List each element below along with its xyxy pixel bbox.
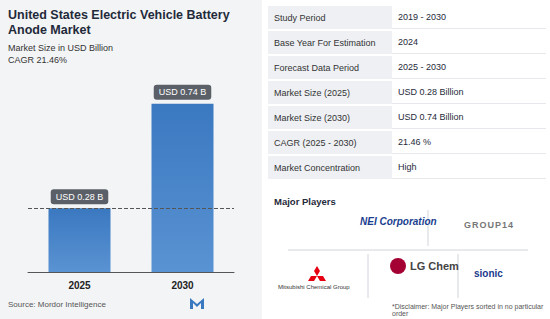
- html-text:Mitsubishi Chemical Group: Mitsubishi Chemical Group: [278, 284, 350, 290]
- html-text:Market Concentration: Market Concentration: [274, 162, 360, 173]
- html-text:Study Period: Study Period: [274, 12, 326, 23]
- svg-text:2030: 2030: [171, 280, 194, 291]
- html-text:*Disclaimer: Major Players sor: *Disclaimer: Major Players sorted in no …: [392, 303, 544, 317]
- html-text:GROUP14: GROUP14: [464, 220, 514, 230]
- html-text:Source: Mordor Intelligence: Source: Mordor Intelligence: [8, 300, 106, 309]
- html-text:2024: 2024: [398, 37, 418, 47]
- svg-text:USD 0.74 B: USD 0.74 B: [159, 87, 207, 97]
- html-text:Forecast Data Period: Forecast Data Period: [274, 62, 359, 73]
- html-text:High: High: [398, 162, 417, 172]
- html-text:USD 0.74 Billion: USD 0.74 Billion: [398, 112, 464, 122]
- html-text:2025 - 2030: 2025 - 2030: [398, 62, 446, 72]
- svg-text:USD 0.28 B: USD 0.28 B: [56, 192, 104, 202]
- html-text:Major Players: Major Players: [274, 196, 336, 207]
- html-text:Market Size (2025): Market Size (2025): [274, 87, 350, 98]
- html-text:USD 0.28 Billion: USD 0.28 Billion: [398, 87, 464, 97]
- html-text:Market Size (2030): Market Size (2030): [274, 112, 350, 123]
- html-text:2019 - 2030: 2019 - 2030: [398, 12, 446, 22]
- svg-text:2025: 2025: [68, 280, 91, 291]
- html-text:CAGR (2025 - 2030): CAGR (2025 - 2030): [274, 137, 357, 148]
- html-text:21.46 %: 21.46 %: [398, 137, 431, 147]
- html-text:United States Electric Vehicle: United States Electric Vehicle Battery A…: [8, 8, 230, 37]
- html-text:Market Size in USD Billion: Market Size in USD Billion: [8, 43, 113, 53]
- html-text:sionic: sionic: [474, 268, 503, 279]
- html-text:LG Chem: LG Chem: [410, 260, 459, 272]
- html-text:NEI Corporation: NEI Corporation: [360, 216, 437, 227]
- html-text:CAGR 21.46%: CAGR 21.46%: [8, 55, 67, 65]
- html-text:Base Year For Estimation: Base Year For Estimation: [274, 37, 376, 48]
